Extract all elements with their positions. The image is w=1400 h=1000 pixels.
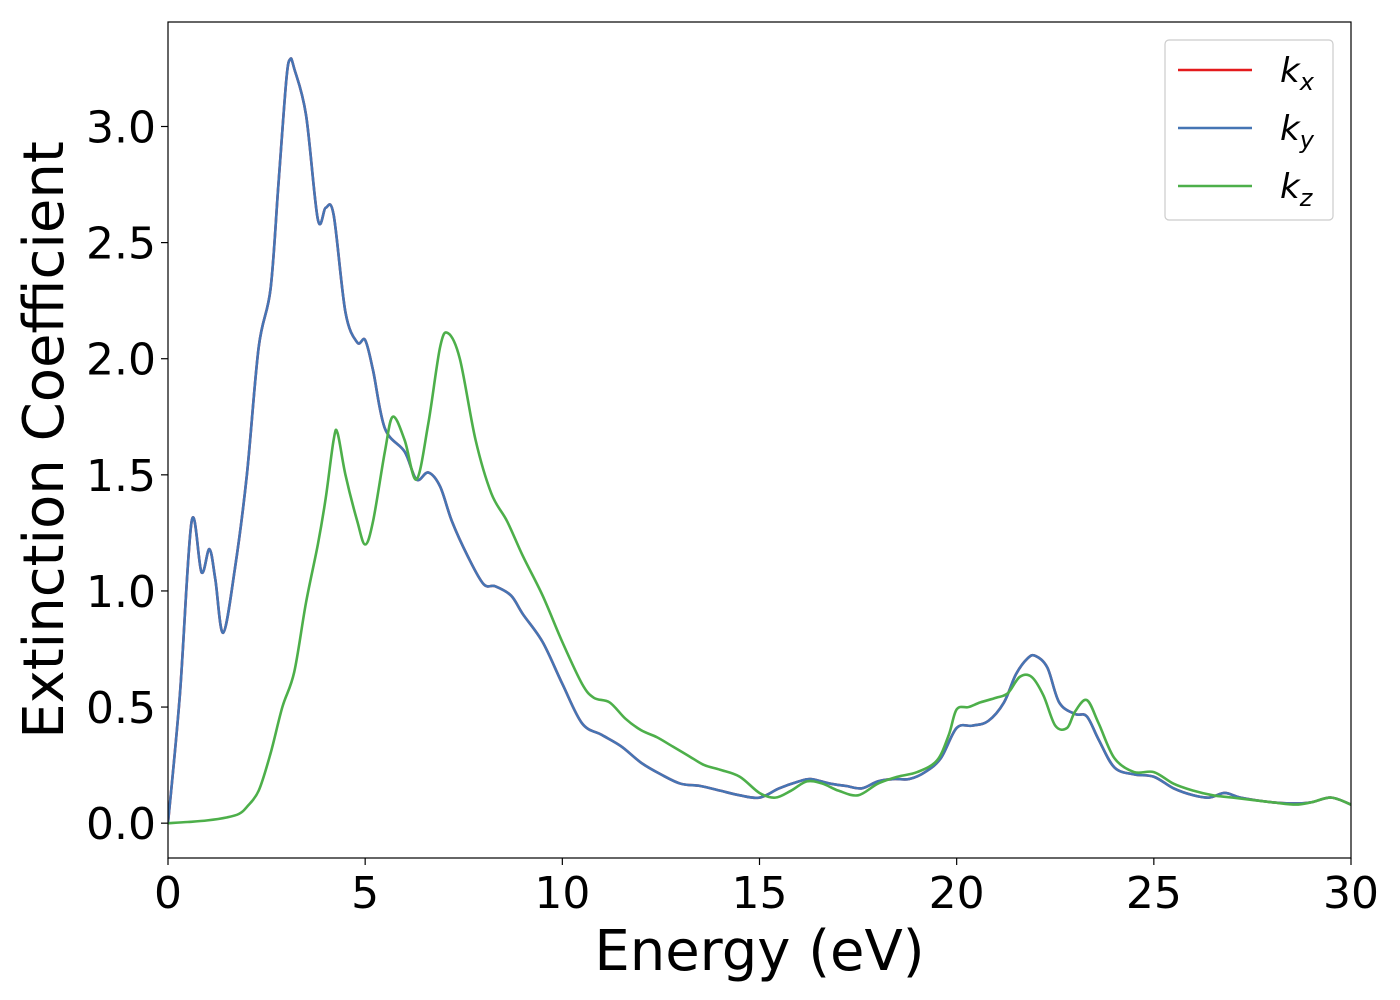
x-axis: 0 5 10 15 20 25 30 xyxy=(154,858,1379,919)
x-axis-title: Energy (eV) xyxy=(594,919,924,984)
legend-label-x: kx xyxy=(1280,51,1315,96)
y-tick-label: 3.0 xyxy=(86,103,156,154)
legend: kx ky kz xyxy=(1164,39,1334,221)
legend-frame xyxy=(1164,39,1334,221)
x-tick-label: 5 xyxy=(351,868,379,919)
x-tick-label: 15 xyxy=(732,868,788,919)
legend-label-z: kz xyxy=(1280,167,1314,212)
x-tick-label: 10 xyxy=(534,868,590,919)
x-tick-label: 0 xyxy=(154,868,182,919)
y-axis-title: Extinction Coefficient xyxy=(12,141,77,739)
y-axis: 0.0 0.5 1.0 1.5 2.0 2.5 3.0 xyxy=(86,103,168,850)
legend-label-y: ky xyxy=(1280,109,1315,154)
series-line-y xyxy=(168,57,1351,825)
y-tick-label: 1.0 xyxy=(86,567,156,618)
y-tick-label: 0.0 xyxy=(86,799,156,850)
x-tick-label: 25 xyxy=(1126,868,1182,919)
y-tick-label: 1.5 xyxy=(86,451,156,502)
x-tick-label: 20 xyxy=(929,868,985,919)
y-tick-label: 2.0 xyxy=(86,335,156,386)
y-tick-label: 0.5 xyxy=(86,683,156,734)
series-line-z xyxy=(168,331,1351,825)
y-tick-label: 2.5 xyxy=(86,219,156,270)
x-tick-label: 30 xyxy=(1323,868,1379,919)
series-layer xyxy=(168,57,1351,825)
